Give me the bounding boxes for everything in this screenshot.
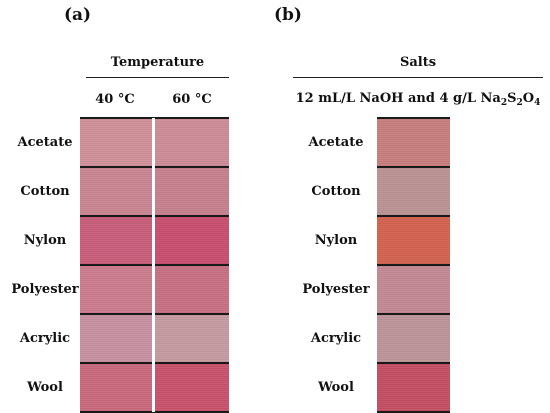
row-label-salts-polyester: Polyester	[302, 282, 370, 297]
swatch-cotton-40c	[80, 167, 152, 216]
swatch-polyester-40c	[80, 265, 152, 314]
condition-tail: O	[522, 91, 535, 106]
temperature-header: Temperature	[110, 55, 205, 70]
row-label-salts-wool: Wool	[318, 380, 354, 395]
row-label-polyester: Polyester	[11, 282, 79, 297]
salts-header: Salts	[399, 55, 437, 70]
swatch-salts-acetate	[377, 118, 450, 167]
swatch-salts-nylon	[377, 216, 450, 265]
row-label-salts-acrylic: Acrylic	[310, 331, 362, 346]
condition-sub3: 4	[534, 98, 541, 108]
row-label-salts-nylon: Nylon	[314, 233, 358, 248]
swatch-polyester-60c	[155, 265, 229, 314]
col-header-60c: 60 °C	[172, 92, 212, 107]
condition-header: 12 mL/L NaOH and 4 g/L Na2S2O4	[293, 91, 543, 108]
salts-rule	[293, 77, 543, 78]
row-label-cotton: Cotton	[20, 184, 70, 199]
row-label-nylon: Nylon	[23, 233, 67, 248]
swatch-salts-polyester	[377, 265, 450, 314]
swatch-acrylic-60c	[155, 314, 229, 363]
swatch-nylon-40c	[80, 216, 152, 265]
condition-prefix: 12 mL/L NaOH and 4 g/L Na	[295, 91, 501, 106]
row-label-salts-acetate: Acetate	[308, 135, 364, 150]
swatch-acetate-60c	[155, 118, 229, 167]
row-separator	[377, 313, 450, 315]
swatch-salts-acrylic	[377, 314, 450, 363]
swatch-wool-40c	[80, 363, 152, 412]
col-header-40c: 40 °C	[95, 92, 135, 107]
swatch-salts-wool	[377, 363, 450, 412]
condition-mid: S	[507, 91, 517, 106]
swatch-acrylic-40c	[80, 314, 152, 363]
row-separator	[377, 362, 450, 364]
row-separator	[377, 264, 450, 266]
swatch-salts-cotton	[377, 167, 450, 216]
condition-sub2: 2	[516, 98, 523, 108]
row-label-salts-cotton: Cotton	[311, 184, 361, 199]
row-separator	[377, 117, 450, 119]
panel-b-label: (b)	[274, 5, 302, 25]
row-separator	[377, 166, 450, 168]
swatch-nylon-60c	[155, 216, 229, 265]
swatch-acetate-40c	[80, 118, 152, 167]
condition-sub1: 2	[500, 98, 508, 108]
swatch-wool-60c	[155, 363, 229, 412]
row-separator	[377, 215, 450, 217]
column-gap	[152, 118, 155, 412]
swatch-cotton-60c	[155, 167, 229, 216]
row-label-acetate: Acetate	[17, 135, 73, 150]
panel-a-label: (a)	[64, 5, 92, 25]
temperature-rule	[86, 77, 229, 78]
row-label-wool: Wool	[27, 380, 63, 395]
row-label-acrylic: Acrylic	[19, 331, 71, 346]
